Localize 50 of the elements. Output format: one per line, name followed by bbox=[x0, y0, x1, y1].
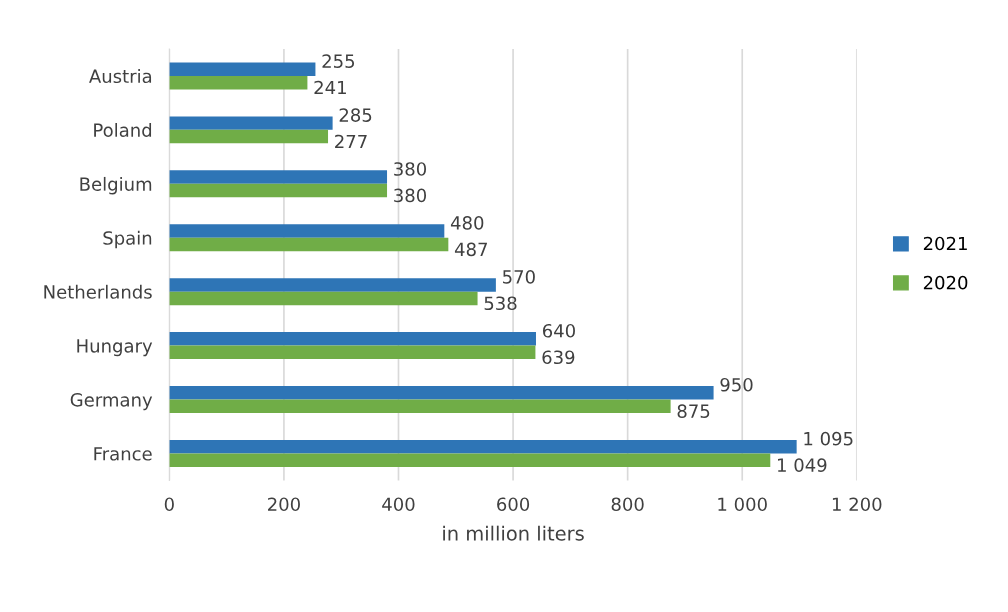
y-tick-label: France bbox=[94, 447, 152, 461]
y-tick-label: Poland bbox=[94, 123, 152, 137]
bar bbox=[169, 291, 478, 306]
x-tick-label: 200 bbox=[268, 497, 300, 512]
x-tick-label: 400 bbox=[382, 497, 415, 512]
data-label: 241 bbox=[314, 80, 346, 95]
data-label: 277 bbox=[335, 134, 367, 149]
data-label: 285 bbox=[339, 108, 372, 122]
data-label: 1 049 bbox=[778, 458, 827, 472]
data-label: 480 bbox=[450, 216, 484, 230]
bar bbox=[169, 116, 333, 130]
data-label: 570 bbox=[503, 270, 535, 284]
bar bbox=[169, 386, 714, 400]
data-label: 950 bbox=[720, 377, 753, 392]
x-axis-title: in million liters bbox=[443, 525, 584, 541]
data-label: 255 bbox=[322, 54, 355, 68]
x-tick-label: 800 bbox=[611, 497, 644, 512]
x-tick-label: 1 200 bbox=[832, 497, 882, 512]
data-label: 380 bbox=[394, 162, 427, 176]
data-label: 538 bbox=[484, 296, 517, 311]
y-tick-label: Hungary bbox=[77, 339, 153, 357]
bar bbox=[169, 224, 445, 238]
y-tick-label: Austria bbox=[89, 69, 152, 84]
bar bbox=[169, 345, 536, 360]
y-tick-label: Belgium bbox=[80, 176, 152, 195]
legend-label: 2021 bbox=[923, 236, 967, 251]
x-tick-label: 600 bbox=[497, 497, 530, 512]
x-tick-label: 1 000 bbox=[718, 497, 767, 512]
bar bbox=[169, 75, 308, 90]
data-label: 639 bbox=[542, 350, 575, 365]
bar bbox=[169, 278, 496, 292]
bar bbox=[169, 170, 388, 184]
data-label: 1 095 bbox=[804, 431, 853, 446]
bar bbox=[169, 237, 449, 252]
x-tick-label: 0 bbox=[164, 497, 174, 512]
bar bbox=[169, 439, 797, 454]
bar bbox=[169, 399, 671, 413]
y-tick-label: Germany bbox=[70, 392, 153, 411]
data-label: 487 bbox=[454, 242, 487, 257]
bar bbox=[169, 129, 329, 144]
data-label: 380 bbox=[394, 188, 427, 203]
legend-label: 2020 bbox=[923, 275, 968, 290]
data-label: 640 bbox=[542, 323, 575, 338]
bar bbox=[169, 62, 316, 76]
bar bbox=[169, 453, 771, 467]
y-tick-label: Spain bbox=[103, 230, 152, 249]
y-tick-label: Netherlands bbox=[44, 284, 152, 299]
bar bbox=[169, 332, 536, 346]
data-label: 875 bbox=[677, 404, 710, 418]
bar bbox=[169, 183, 388, 198]
